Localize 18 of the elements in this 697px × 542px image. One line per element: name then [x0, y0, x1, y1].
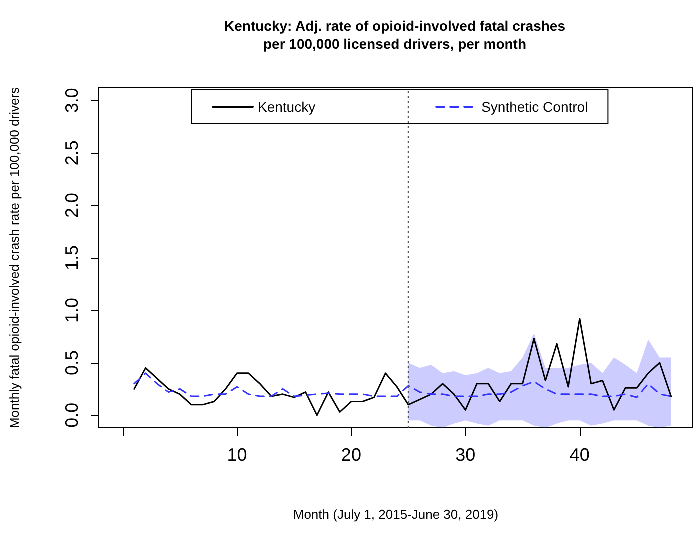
- x-tick-label: 20: [341, 445, 362, 465]
- x-tick-label: 40: [570, 445, 590, 465]
- legend-label: Synthetic Control: [482, 99, 588, 115]
- y-tick-label: 0.0: [62, 402, 82, 428]
- y-tick-label: 3.0: [62, 88, 82, 114]
- y-tick-label: 0.5: [62, 350, 82, 376]
- line-series: [134, 318, 672, 416]
- legend-label: Kentucky: [258, 99, 316, 115]
- line-series: [134, 372, 672, 398]
- y-tick-label: 2.0: [62, 193, 82, 218]
- x-tick-label: 10: [227, 445, 248, 465]
- y-tick-label: 1.0: [62, 298, 82, 323]
- chart-title: Kentucky: Adj. rate of opioid-involved fatal crashes per 100,000 licensed drivers, per month: [224, 18, 566, 52]
- y-tick-label: 1.5: [62, 245, 82, 271]
- x-tick-label: 30: [456, 445, 476, 465]
- y-tick-label: 2.5: [62, 140, 82, 166]
- y-axis-title: Monthly fatal opioid-involved crash rate per 100,000 drivers: [7, 86, 22, 429]
- x-axis-title: Month (July 1, 2015-June 30, 2019): [293, 507, 499, 522]
